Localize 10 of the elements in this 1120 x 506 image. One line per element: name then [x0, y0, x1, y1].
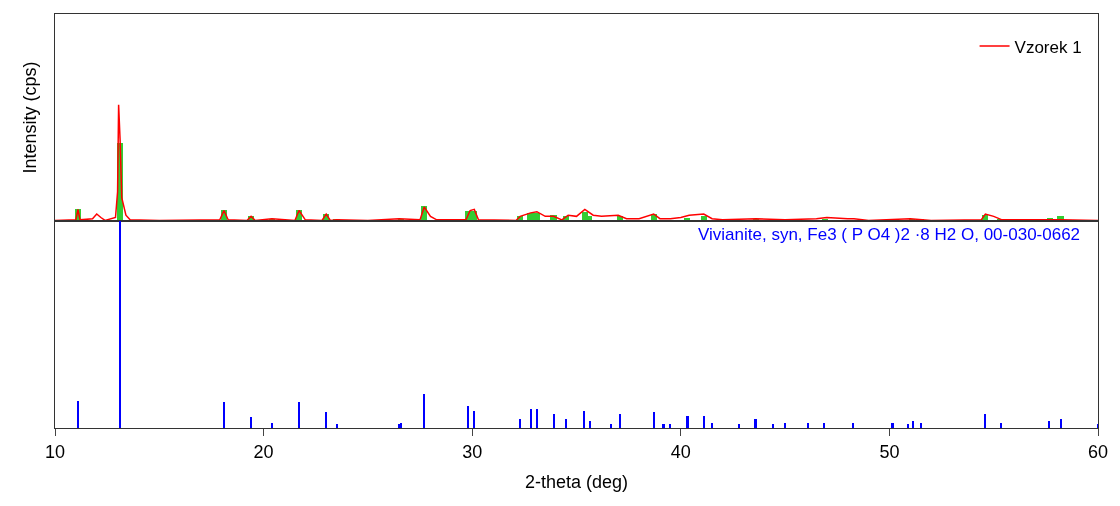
legend-label: Vzorek 1 — [1014, 37, 1082, 57]
x-axis-title: 2-theta (deg) — [524, 471, 629, 492]
y-axis-title: Intensity (cps) — [20, 61, 41, 174]
x-tick-label: 50 — [879, 441, 900, 462]
x-tick-label: 10 — [44, 441, 66, 462]
text: Vivianite, syn, Fe3 ( P O4 )2 ·8 H2 O, 00-030-0662 — [698, 225, 1081, 244]
x-tick-label: 60 — [1087, 441, 1109, 462]
x-tick-label: 30 — [462, 441, 483, 462]
x-tick-label: 20 — [253, 441, 274, 462]
x-tick-label: 40 — [670, 441, 691, 462]
